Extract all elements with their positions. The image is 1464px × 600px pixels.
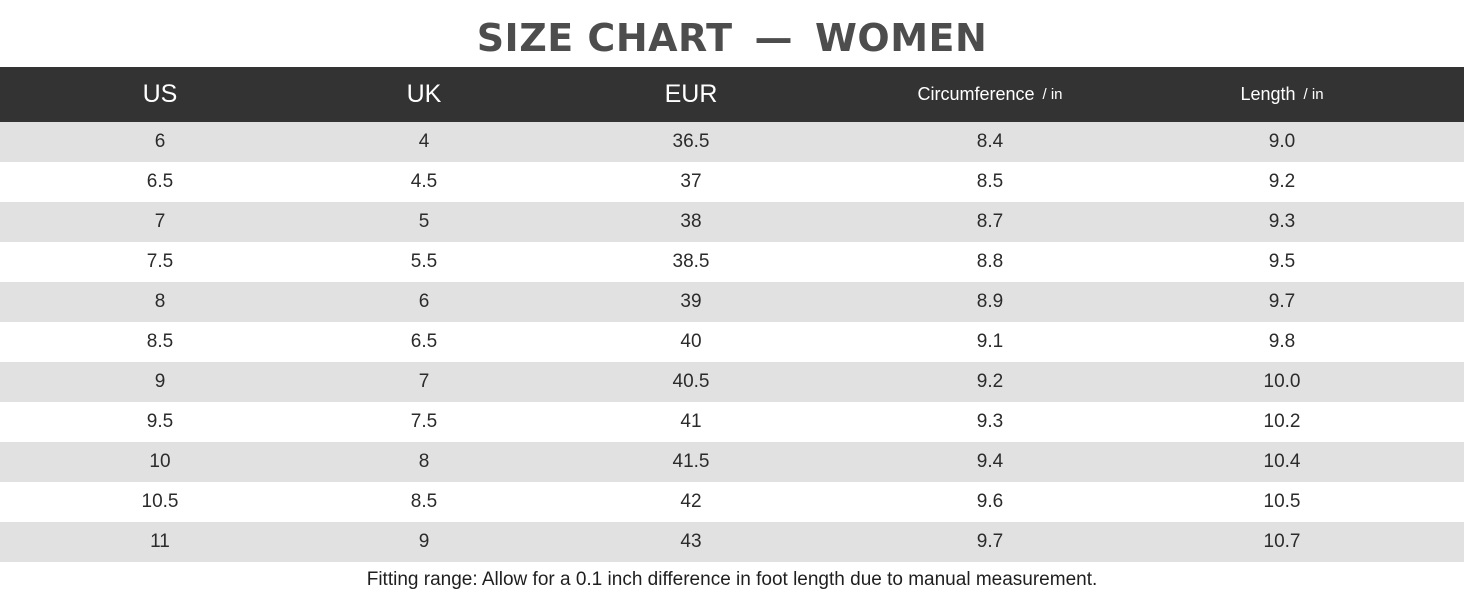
cell-circumference: 9.2 — [976, 371, 1004, 392]
cell-length: 10.0 — [1263, 371, 1301, 392]
cell-us: 8.5 — [146, 331, 174, 352]
cell-eur: 41 — [680, 411, 702, 432]
cell-eur: 36.5 — [672, 131, 710, 152]
cell-circumference: 8.5 — [976, 171, 1004, 192]
cell-length: 9.5 — [1268, 251, 1296, 272]
cell-us: 8 — [154, 291, 166, 312]
cell-uk: 4.5 — [410, 171, 438, 192]
cell-circumference: 8.7 — [976, 211, 1004, 232]
header-length: Length / in — [1240, 84, 1324, 104]
cell-uk: 8.5 — [410, 491, 438, 512]
cell-circumference: 9.4 — [976, 451, 1004, 472]
cell-circumference: 9.6 — [976, 491, 1004, 512]
cell-uk: 5.5 — [410, 251, 438, 272]
title-right: WOMEN — [815, 16, 988, 60]
cell-uk: 6.5 — [410, 331, 438, 352]
cell-eur: 38.5 — [672, 251, 710, 272]
table-row: 11 9 43 9.7 10.7 — [0, 522, 1464, 562]
cell-us: 7 — [154, 211, 166, 232]
cell-us: 10.5 — [141, 491, 179, 512]
cell-length: 9.8 — [1268, 331, 1296, 352]
cell-length: 10.7 — [1263, 531, 1301, 552]
cell-eur: 40 — [680, 331, 702, 352]
size-table: US UK EUR Circumference / in Length / in 6… — [0, 67, 1464, 562]
table-row: 10.5 8.5 42 9.6 10.5 — [0, 482, 1464, 522]
cell-us: 10 — [149, 451, 171, 472]
cell-circumference: 9.3 — [976, 411, 1004, 432]
table-row: 8.5 6.5 40 9.1 9.8 — [0, 322, 1464, 362]
header-uk: UK — [406, 80, 442, 108]
fitting-note: Fitting range: Allow for a 0.1 inch diff… — [366, 569, 1098, 590]
cell-eur: 42 — [680, 491, 702, 512]
cell-eur: 41.5 — [672, 451, 710, 472]
cell-us: 6.5 — [146, 171, 174, 192]
table-row: 9 7 40.5 9.2 10.0 — [0, 362, 1464, 402]
cell-us: 9.5 — [146, 411, 174, 432]
cell-circumference: 8.9 — [976, 291, 1004, 312]
cell-length: 10.5 — [1263, 491, 1301, 512]
header-eur: EUR — [664, 80, 718, 108]
table-row: 8 6 39 8.9 9.7 — [0, 282, 1464, 322]
cell-us: 9 — [154, 371, 166, 392]
cell-eur: 40.5 — [672, 371, 710, 392]
table-row: 10 8 41.5 9.4 10.4 — [0, 442, 1464, 482]
cell-uk: 7 — [418, 371, 430, 392]
cell-uk: 8 — [418, 451, 430, 472]
table-row: 6 4 36.5 8.4 9.0 — [0, 122, 1464, 162]
cell-uk: 6 — [418, 291, 430, 312]
cell-uk: 9 — [418, 531, 430, 552]
table-row: 7 5 38 8.7 9.3 — [0, 202, 1464, 242]
cell-uk: 4 — [418, 131, 430, 152]
table-row: 9.5 7.5 41 9.3 10.2 — [0, 402, 1464, 442]
cell-circumference: 8.8 — [976, 251, 1004, 272]
header-us: US — [142, 80, 178, 108]
cell-length: 9.2 — [1268, 171, 1296, 192]
table-row: 7.5 5.5 38.5 8.8 9.5 — [0, 242, 1464, 282]
cell-eur: 43 — [680, 531, 702, 552]
title-dash: — — [754, 16, 794, 60]
cell-length: 9.0 — [1268, 131, 1296, 152]
cell-uk: 5 — [418, 211, 430, 232]
title-left: SIZE CHART — [476, 16, 733, 60]
header-length-unit: / in — [1303, 86, 1324, 103]
header-circumference-unit: / in — [1042, 86, 1063, 103]
cell-uk: 7.5 — [410, 411, 438, 432]
cell-circumference: 9.7 — [976, 531, 1004, 552]
cell-length: 9.7 — [1268, 291, 1296, 312]
cell-us: 11 — [150, 531, 170, 552]
cell-circumference: 9.1 — [976, 331, 1004, 352]
cell-eur: 38 — [680, 211, 702, 232]
table-header: US UK EUR Circumference / in Length / in — [0, 67, 1464, 122]
cell-circumference: 8.4 — [976, 131, 1004, 152]
cell-length: 10.4 — [1263, 451, 1301, 472]
cell-us: 6 — [154, 131, 166, 152]
table-row: 6.5 4.5 37 8.5 9.2 — [0, 162, 1464, 202]
header-circumference: Circumference / in — [917, 84, 1063, 104]
cell-eur: 39 — [680, 291, 702, 312]
page-title: SIZE CHART — WOMEN — [0, 14, 1464, 62]
cell-length: 9.3 — [1268, 211, 1296, 232]
cell-length: 10.2 — [1263, 411, 1301, 432]
cell-us: 7.5 — [146, 251, 174, 272]
cell-eur: 37 — [680, 171, 702, 192]
